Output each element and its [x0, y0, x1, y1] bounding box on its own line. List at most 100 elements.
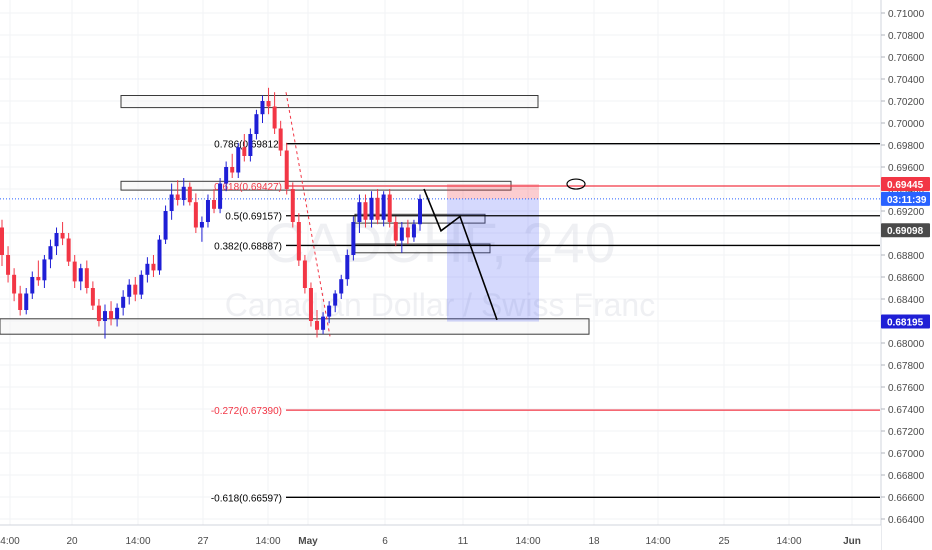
price-tick-label: 0.68600	[888, 273, 925, 284]
price-axis[interactable]: 0.71000 0.70800 0.70600 0.70400 0.70200 0.700…	[880, 0, 932, 550]
candle-body	[254, 114, 259, 134]
candle-body	[115, 307, 120, 319]
candle-body	[24, 293, 29, 310]
price-tick-label: 0.70000	[888, 119, 925, 130]
candle-body	[66, 238, 71, 262]
price-tick-label: 0.68400	[888, 295, 925, 306]
zone-support	[0, 318, 590, 335]
candle-body	[345, 255, 350, 280]
price-label-bg	[881, 177, 930, 192]
candle-body	[169, 194, 174, 211]
price-label-bg	[881, 223, 930, 238]
candle-body	[205, 200, 210, 222]
candle-body	[284, 150, 289, 189]
candle-body	[78, 268, 83, 282]
price-tick-label: 0.67600	[888, 383, 925, 394]
projection-path	[423, 188, 498, 321]
price-tick-label: 0.69600	[888, 163, 925, 174]
candle-body	[0, 227, 4, 255]
price-axis-bg	[881, 0, 932, 550]
candles	[0, 87, 422, 339]
price-tick-label: 0.67200	[888, 427, 925, 438]
candle-body	[163, 211, 168, 240]
price-label-bg	[881, 191, 930, 206]
candle-body	[266, 101, 271, 107]
candle-body	[18, 293, 23, 310]
price-tick-label: 0.67800	[888, 361, 925, 372]
candle-body	[224, 167, 229, 184]
price-tick-label: 0.69200	[888, 207, 925, 218]
candle-body	[230, 167, 235, 173]
candle-body	[212, 200, 217, 209]
time-tick-label: 4:00	[0, 536, 20, 547]
candle-body	[12, 274, 17, 294]
candle-body	[60, 233, 65, 239]
candle-body	[405, 227, 410, 238]
candle-body	[133, 284, 138, 295]
time-axis[interactable]: 4:00 20 14:00 27 14:00 May 6 11 14:00 18 14:00 25 14…	[0, 524, 881, 550]
candle-body	[375, 197, 380, 220]
price-label-text: 0.69098	[887, 226, 924, 237]
fib-label: 0.618(0.69427)	[214, 182, 282, 193]
time-tick-label: 6	[382, 536, 388, 547]
candle-body	[290, 189, 295, 222]
time-axis-bg	[0, 525, 881, 550]
projection-paths	[423, 178, 586, 321]
price-tick-label: 0.69800	[888, 141, 925, 152]
candle-body	[72, 261, 77, 282]
candle-body	[357, 202, 362, 222]
candle-body	[218, 183, 223, 209]
price-tick-label: 0.70600	[888, 53, 925, 64]
candle-body	[387, 194, 392, 222]
time-tick-label: 25	[718, 536, 730, 547]
candle-body	[236, 147, 241, 173]
candle-body	[315, 321, 320, 330]
candle-body	[242, 147, 247, 156]
candle-body	[193, 202, 198, 228]
price-label-text: 0.69445	[887, 180, 924, 191]
fib-label: -0.618(0.66597)	[211, 493, 282, 504]
time-tick-label: 18	[588, 536, 600, 547]
price-tick-label: 0.70800	[888, 31, 925, 42]
candle-body	[399, 227, 404, 241]
candle-body	[42, 259, 47, 281]
candle-body	[175, 194, 180, 200]
price-tick-label: 0.66800	[888, 471, 925, 482]
candle-body	[84, 268, 89, 288]
candle-body	[145, 263, 150, 275]
price-tick-label: 0.66600	[888, 493, 925, 504]
time-tick-label: 11	[458, 536, 469, 547]
candle-body	[96, 305, 101, 321]
price-tick-label: 0.67400	[888, 405, 925, 416]
candle-body	[333, 293, 338, 306]
candle-body	[181, 186, 186, 200]
candle-body	[308, 288, 313, 321]
candle-body	[54, 233, 59, 247]
fib-label: 0.786(0.69812)	[214, 140, 282, 151]
time-tick-label: May	[298, 536, 318, 547]
candle-body	[127, 284, 132, 297]
fib-label: 0.382(0.68887)	[214, 241, 282, 252]
candle-body	[411, 224, 416, 238]
price-label-text: 03:11:39	[887, 195, 927, 206]
candle-body	[109, 311, 114, 319]
risk-box	[447, 184, 539, 199]
price-tick-label: 0.68000	[888, 339, 925, 350]
candle-body	[381, 194, 386, 220]
candle-body	[302, 260, 307, 288]
price-tick-label: 0.70200	[888, 97, 925, 108]
time-tick-label: 14:00	[515, 536, 540, 547]
candle-body	[48, 246, 53, 260]
time-tick-label: 14:00	[776, 536, 801, 547]
time-tick-label: 14:00	[255, 536, 280, 547]
candle-body	[393, 222, 398, 241]
candle-body	[272, 106, 277, 129]
candle-body	[102, 311, 107, 321]
candle-body	[139, 274, 144, 295]
candle-body	[157, 239, 162, 271]
candle-body	[321, 316, 326, 330]
time-tick-label: Jun	[843, 536, 861, 547]
candle-body	[248, 134, 253, 156]
candle-body	[339, 279, 344, 294]
